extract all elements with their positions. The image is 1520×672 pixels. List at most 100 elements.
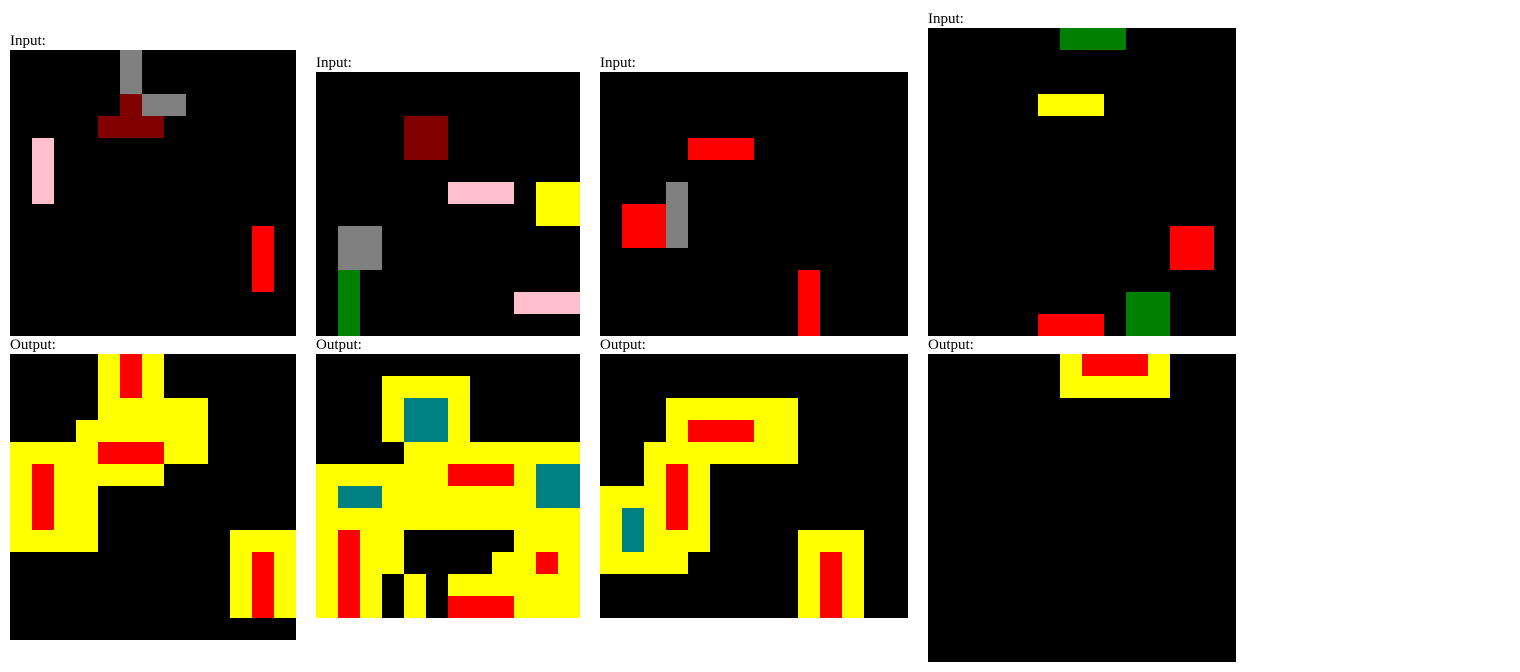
grid-cell bbox=[842, 530, 864, 552]
grid-cell bbox=[558, 204, 580, 226]
grid-cell bbox=[1148, 354, 1170, 376]
grid-cell bbox=[186, 442, 208, 464]
example-1-input-label: Input: bbox=[10, 33, 46, 49]
grid-cell bbox=[98, 420, 120, 442]
grid-cell bbox=[120, 398, 142, 420]
grid-cell bbox=[142, 94, 164, 116]
grid-cell bbox=[274, 552, 296, 574]
grid-cell bbox=[514, 552, 536, 574]
grid-cell bbox=[622, 530, 644, 552]
grid-cell bbox=[470, 508, 492, 530]
grid-cell bbox=[360, 226, 382, 248]
grid-cell bbox=[98, 376, 120, 398]
grid-cell bbox=[710, 420, 732, 442]
grid-cell bbox=[54, 530, 76, 552]
grid-cell bbox=[558, 596, 580, 618]
grid-cell bbox=[32, 182, 54, 204]
example-2-output-label: Output: bbox=[316, 337, 362, 353]
grid-cell bbox=[820, 530, 842, 552]
grid-cell bbox=[98, 398, 120, 420]
grid-cell bbox=[1104, 28, 1126, 50]
grid-cell bbox=[54, 486, 76, 508]
grid-cell bbox=[252, 530, 274, 552]
grid-cell bbox=[426, 486, 448, 508]
grid-cell bbox=[338, 226, 360, 248]
grid-cell bbox=[1060, 314, 1082, 336]
grid-cell bbox=[558, 552, 580, 574]
grid-cell bbox=[142, 376, 164, 398]
grid-cell bbox=[120, 72, 142, 94]
grid-cell bbox=[492, 508, 514, 530]
grid-cell bbox=[622, 204, 644, 226]
grid-cell bbox=[1082, 354, 1104, 376]
grid-cell bbox=[404, 596, 426, 618]
example-1-output-grid bbox=[10, 354, 296, 640]
grid-cell bbox=[1148, 376, 1170, 398]
grid-cell bbox=[688, 442, 710, 464]
grid-cell bbox=[600, 508, 622, 530]
grid-cell bbox=[666, 464, 688, 486]
grid-cell bbox=[54, 508, 76, 530]
grid-cell bbox=[688, 464, 710, 486]
grid-cell bbox=[338, 596, 360, 618]
grid-cell bbox=[798, 596, 820, 618]
grid-cell bbox=[514, 596, 536, 618]
grid-cell bbox=[644, 464, 666, 486]
grid-cell bbox=[360, 552, 382, 574]
grid-cell bbox=[536, 442, 558, 464]
grid-cell bbox=[10, 486, 32, 508]
grid-cell bbox=[622, 552, 644, 574]
grid-cell bbox=[230, 530, 252, 552]
grid-cell bbox=[404, 398, 426, 420]
grid-cell bbox=[32, 160, 54, 182]
grid-cell bbox=[492, 182, 514, 204]
grid-cell bbox=[820, 552, 842, 574]
grid-cell bbox=[404, 574, 426, 596]
grid-cell bbox=[666, 530, 688, 552]
grid-cell bbox=[382, 508, 404, 530]
grid-cell bbox=[360, 530, 382, 552]
grid-cell bbox=[338, 314, 360, 336]
grid-cell bbox=[230, 552, 252, 574]
grid-cell bbox=[1170, 248, 1192, 270]
grid-cell bbox=[382, 376, 404, 398]
example-3-output-grid bbox=[600, 354, 908, 618]
grid-cell bbox=[338, 552, 360, 574]
grid-cell bbox=[10, 464, 32, 486]
grid-cell bbox=[120, 376, 142, 398]
grid-cell bbox=[1148, 292, 1170, 314]
grid-cell bbox=[360, 596, 382, 618]
grid-cell bbox=[1126, 354, 1148, 376]
example-4-input-label: Input: bbox=[928, 11, 964, 27]
grid-cell bbox=[142, 354, 164, 376]
grid-cell bbox=[754, 442, 776, 464]
grid-cell bbox=[536, 596, 558, 618]
grid-cell bbox=[426, 398, 448, 420]
grid-cell bbox=[316, 596, 338, 618]
grid-cell bbox=[622, 508, 644, 530]
grid-cell bbox=[338, 530, 360, 552]
grid-cell bbox=[558, 292, 580, 314]
grid-cell bbox=[1126, 314, 1148, 336]
grid-cell bbox=[252, 552, 274, 574]
grid-cell bbox=[644, 442, 666, 464]
grid-cell bbox=[644, 552, 666, 574]
grid-cell bbox=[142, 398, 164, 420]
grid-cell bbox=[776, 442, 798, 464]
grid-cell bbox=[492, 552, 514, 574]
grid-cell bbox=[492, 442, 514, 464]
grid-cell bbox=[1192, 248, 1214, 270]
grid-cell bbox=[382, 398, 404, 420]
grid-cell bbox=[142, 442, 164, 464]
grid-cell bbox=[600, 486, 622, 508]
grid-cell bbox=[798, 314, 820, 336]
grid-cell bbox=[600, 552, 622, 574]
grid-cell bbox=[514, 574, 536, 596]
grid-cell bbox=[338, 270, 360, 292]
grid-cell bbox=[1082, 28, 1104, 50]
grid-cell bbox=[470, 442, 492, 464]
grid-cell bbox=[688, 138, 710, 160]
grid-cell bbox=[710, 138, 732, 160]
grid-cell bbox=[360, 574, 382, 596]
grid-cell bbox=[536, 182, 558, 204]
